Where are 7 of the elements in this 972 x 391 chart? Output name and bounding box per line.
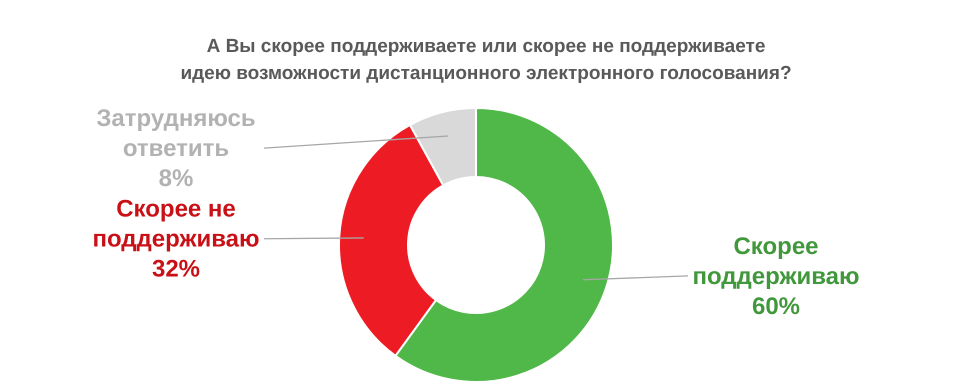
- data-label: 8%: [158, 165, 194, 192]
- chart-title: А Вы скорее поддерживаете или скорее не поддерживаете идею возможности дистанционного электронного голосования?: [180, 36, 792, 84]
- data-label: 60%: [752, 292, 800, 320]
- data-label: 32%: [152, 256, 200, 283]
- slice-label: Скорее не поддерживаю: [92, 196, 260, 253]
- slice-label: Затрудняюсь ответить: [96, 105, 256, 162]
- slice-label: Скорее поддерживаю: [692, 232, 860, 290]
